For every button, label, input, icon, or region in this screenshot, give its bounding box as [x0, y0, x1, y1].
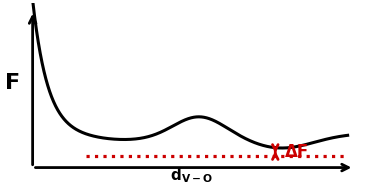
- Text: F: F: [5, 73, 20, 93]
- Text: d$_\mathbf{V-O}$: d$_\mathbf{V-O}$: [170, 166, 213, 185]
- Text: ΔF: ΔF: [285, 143, 309, 161]
